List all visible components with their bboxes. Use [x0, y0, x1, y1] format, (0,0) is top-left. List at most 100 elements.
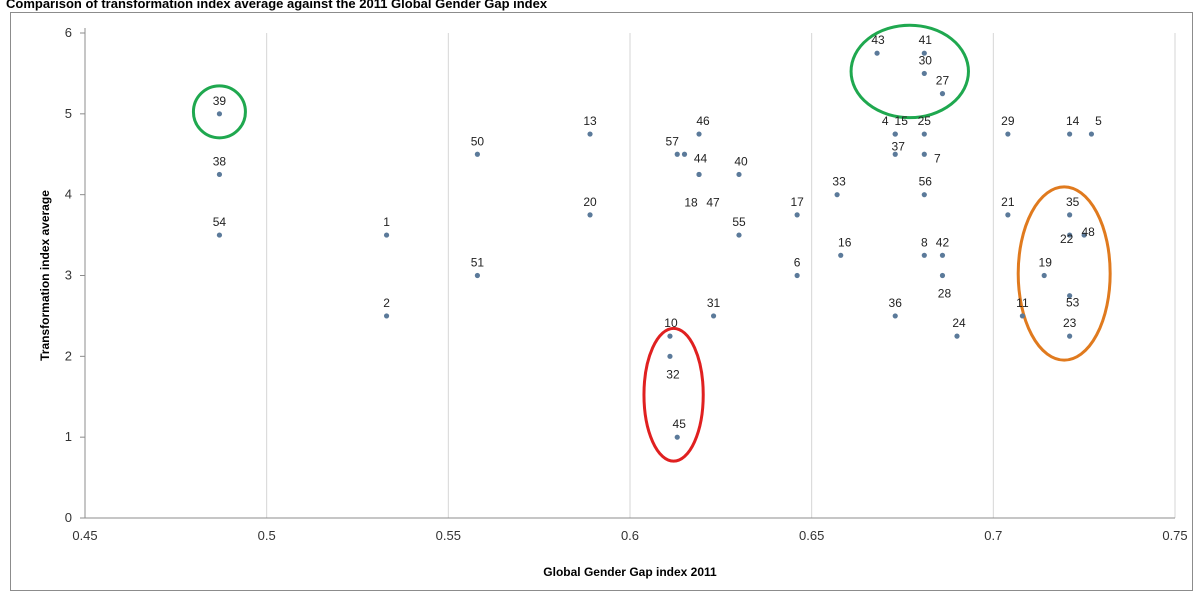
data-point-43: [874, 50, 880, 56]
point-label-19: 19: [1039, 256, 1053, 270]
point-label-24: 24: [952, 316, 966, 330]
y-tick-label: 6: [65, 25, 72, 40]
y-tick-label: 5: [65, 106, 72, 121]
data-point-17: [794, 212, 800, 218]
y-tick-label: 1: [65, 429, 72, 444]
point-label-39: 39: [213, 94, 227, 108]
point-label-31: 31: [707, 296, 721, 310]
point-label-17: 17: [790, 195, 804, 209]
x-tick-label: 0.65: [799, 528, 824, 543]
point-label-7: 7: [934, 151, 941, 165]
point-label-8: 8: [921, 235, 928, 249]
point-label-15: 15: [895, 114, 909, 128]
point-label-13: 13: [583, 114, 597, 128]
data-point-5: [1088, 131, 1095, 137]
point-label-54: 54: [213, 215, 227, 229]
point-label-18: 18: [684, 195, 698, 209]
point-label-38: 38: [213, 154, 227, 168]
point-label-45: 45: [673, 417, 687, 431]
data-point-6: [794, 272, 800, 279]
data-point-54: [216, 232, 223, 238]
chart-title: Comparison of transformation index avera…: [6, 0, 548, 11]
data-point-25: [921, 131, 927, 137]
data-point-10: [667, 333, 673, 339]
point-label-51: 51: [471, 256, 485, 270]
data-point-36: [892, 313, 898, 319]
highlight-ellipses: [191, 23, 1112, 463]
highlight-ellipse-2: [849, 23, 970, 120]
point-label-30: 30: [919, 53, 933, 67]
point-label-37: 37: [892, 139, 906, 153]
data-point-11: [1019, 313, 1025, 319]
point-label-28: 28: [938, 287, 952, 301]
data-point-21: [1005, 212, 1011, 218]
highlight-ellipse-4: [1016, 185, 1112, 362]
highlight-ellipse-1: [191, 84, 247, 140]
data-point-56: [921, 192, 927, 198]
data-point-14: [1067, 131, 1073, 137]
data-point-45: [674, 434, 680, 440]
data-point-42: [939, 252, 946, 258]
x-tick-label: 0.6: [621, 528, 639, 543]
point-label-36: 36: [889, 296, 903, 310]
data-point-40: [736, 171, 742, 178]
point-label-6: 6: [794, 256, 801, 270]
data-point-2: [383, 313, 390, 319]
point-label-57: 57: [666, 134, 680, 148]
point-label-53: 53: [1066, 296, 1080, 310]
point-label-41: 41: [919, 33, 933, 47]
point-label-20: 20: [583, 195, 597, 209]
point-label-55: 55: [732, 215, 746, 229]
x-tick-label: 0.5: [258, 528, 276, 543]
point-label-29: 29: [1001, 114, 1015, 128]
point-label-5: 5: [1095, 114, 1102, 128]
point-label-16: 16: [838, 235, 852, 249]
data-point-24: [954, 333, 960, 339]
data-point-44: [681, 151, 688, 157]
point-label-43: 43: [871, 33, 885, 47]
data-point-13: [587, 131, 593, 137]
point-label-22: 22: [1060, 232, 1074, 246]
data-points: [216, 50, 1095, 440]
point-label-50: 50: [471, 134, 485, 148]
point-label-4: 4: [882, 114, 889, 128]
data-point-51: [474, 272, 480, 279]
y-tick-label: 3: [65, 268, 72, 283]
data-point-31: [710, 313, 717, 319]
gridlines: [84, 33, 1176, 518]
x-axis-title: Global Gender Gap index 2011: [543, 565, 717, 579]
point-label-47: 47: [706, 195, 720, 209]
data-point-1: [383, 232, 390, 238]
point-label-11: 11: [1016, 296, 1029, 310]
data-point-38: [216, 171, 223, 178]
point-label-1: 1: [383, 215, 390, 229]
y-tick-label: 4: [65, 187, 72, 202]
point-label-48: 48: [1081, 225, 1095, 239]
point-label-27: 27: [936, 74, 950, 88]
data-point-28: [939, 272, 946, 279]
x-tick-label: 0.55: [436, 528, 461, 543]
data-point-15: [892, 131, 898, 137]
data-point-46: [696, 131, 702, 137]
data-point-23: [1067, 333, 1073, 339]
point-label-21: 21: [1001, 195, 1015, 209]
point-label-2: 2: [383, 296, 390, 310]
data-point-29: [1005, 131, 1011, 137]
data-point-37: [892, 151, 898, 157]
point-label-35: 35: [1066, 195, 1080, 209]
point-label-25: 25: [918, 114, 932, 128]
data-point-41: [921, 50, 927, 56]
point-label-40: 40: [734, 154, 748, 168]
data-point-7: [921, 151, 927, 157]
data-point-20: [587, 212, 593, 218]
y-tick-label: 0: [65, 510, 72, 525]
point-label-33: 33: [832, 175, 846, 189]
data-point-50: [474, 151, 480, 157]
x-tick-label: 0.7: [984, 528, 1002, 543]
data-point-16: [838, 252, 844, 258]
highlight-ellipse-3: [642, 326, 705, 463]
x-tick-label: 0.45: [72, 528, 97, 543]
